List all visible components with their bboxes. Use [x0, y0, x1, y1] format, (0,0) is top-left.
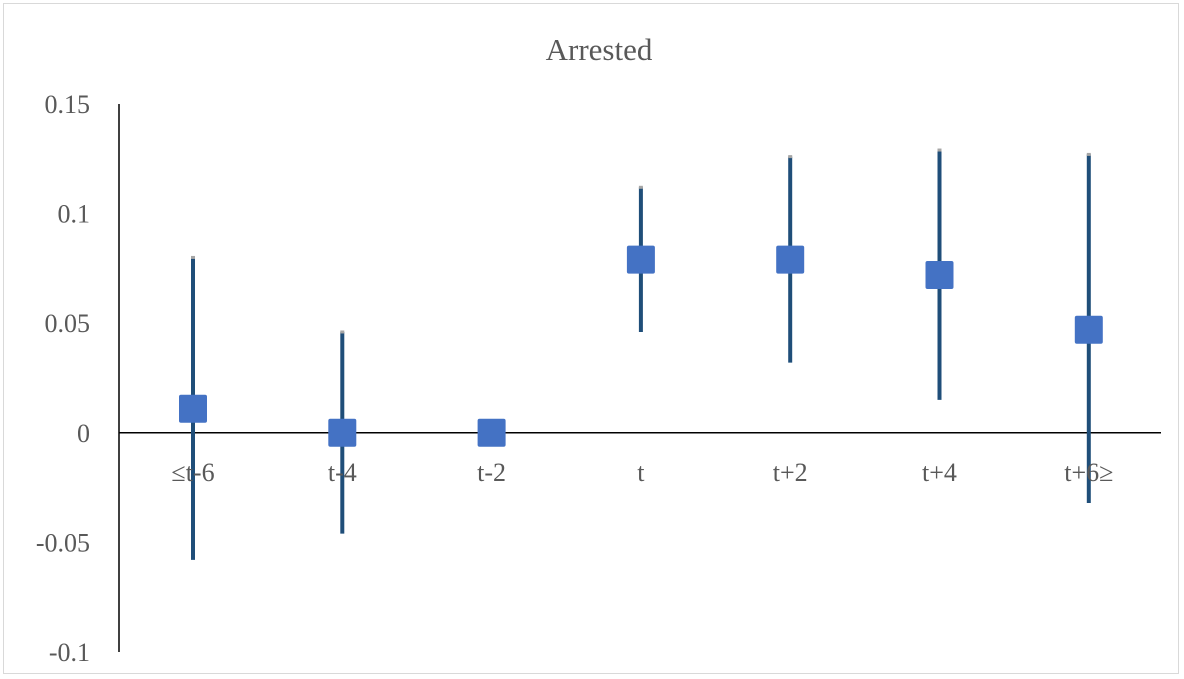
chart-frame [3, 3, 1179, 674]
data-point-marker [179, 394, 207, 423]
x-tick-label: t+6≥ [1064, 458, 1113, 487]
x-axis-ticks: ≤t-6 t-4 t-2 t t+2 t+4 t+6≥ [171, 458, 1113, 487]
x-tick-label: t [637, 458, 645, 487]
x-tick-label: t+2 [773, 458, 808, 487]
x-tick-label: t-2 [477, 458, 506, 487]
chart-title: Arrested [546, 32, 653, 67]
data-point-marker [1074, 315, 1103, 344]
markers [179, 245, 1103, 447]
x-tick-label: ≤t-6 [171, 458, 214, 487]
data-point-marker [477, 418, 506, 447]
y-tick-label: 0.15 [45, 90, 91, 119]
x-tick-label: t+4 [922, 458, 957, 487]
y-tick-label: 0.1 [58, 200, 91, 229]
y-axis-ticks: 0.15 0.1 0.05 0 -0.05 -0.1 [36, 90, 90, 667]
x-tick-label: t-4 [328, 458, 357, 487]
data-point-marker [776, 245, 805, 274]
axes [118, 104, 1161, 652]
data-point-marker [328, 418, 357, 447]
data-point-marker [925, 260, 954, 289]
y-tick-label: -0.05 [36, 528, 90, 557]
y-tick-label: 0.05 [45, 309, 91, 338]
data-point-marker [626, 245, 655, 274]
y-tick-label: 0 [77, 419, 90, 448]
error-bars [191, 148, 1091, 560]
y-tick-label: -0.1 [49, 638, 90, 667]
